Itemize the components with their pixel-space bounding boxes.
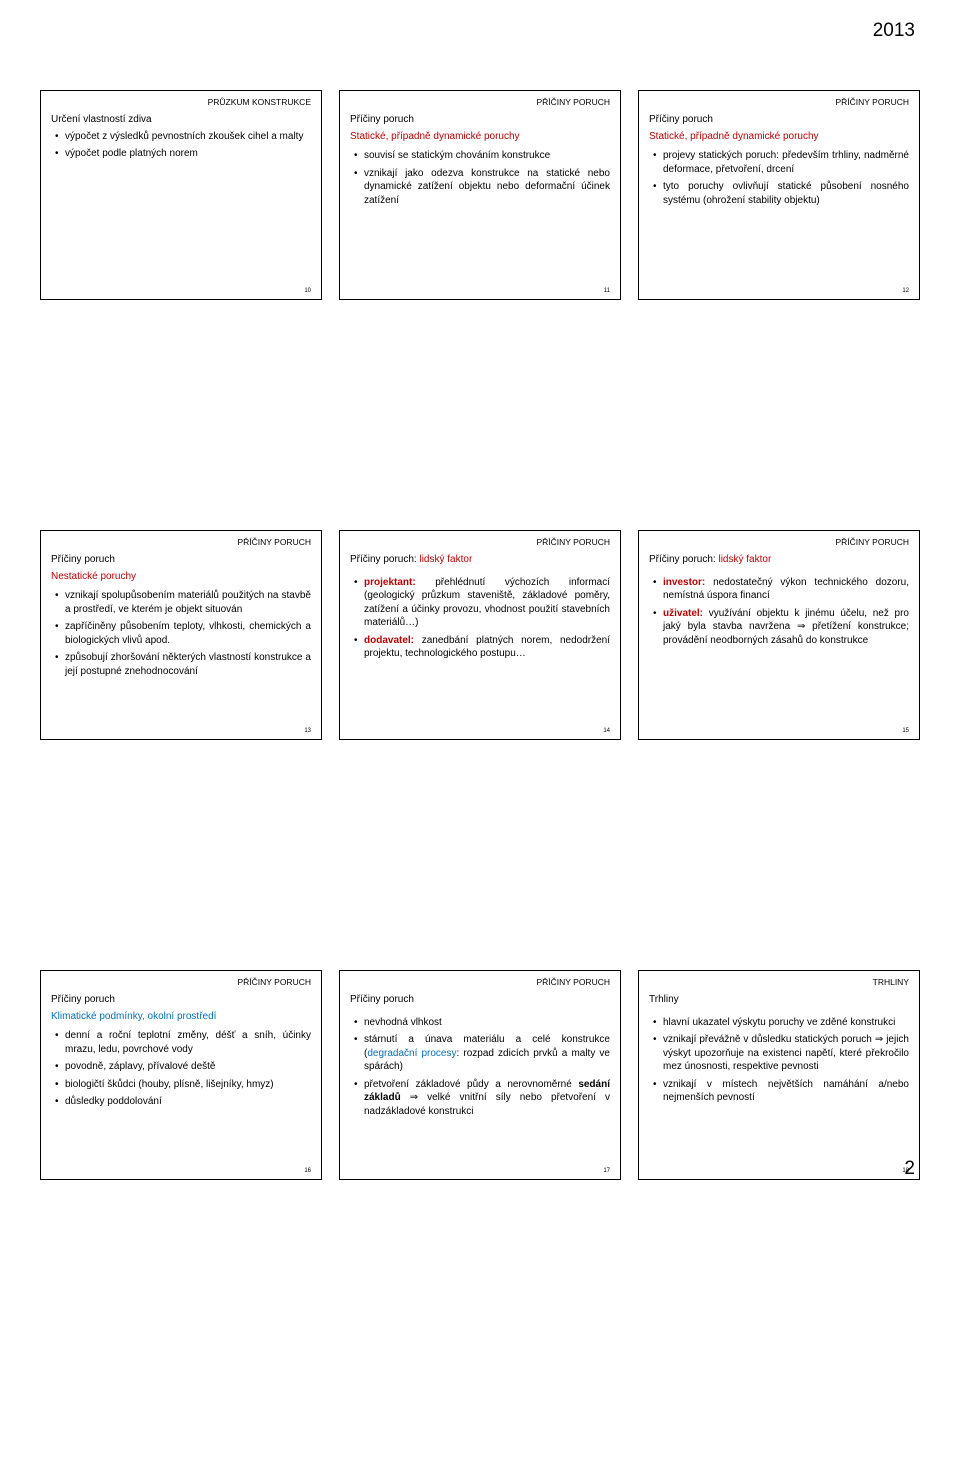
slide-10: PRŮZKUM KONSTRUKCE Určení vlastností zdi… <box>40 90 322 300</box>
slide-subtitle: Statické, případně dynamické poruchy <box>350 130 610 144</box>
slide-11: PŘÍČINY PORUCH Příčiny poruch Statické, … <box>339 90 621 300</box>
bullet-list: vznikají spolupůsobením materiálů použit… <box>51 589 311 678</box>
slide-header: PRŮZKUM KONSTRUKCE <box>208 97 311 108</box>
list-item: tyto poruchy ovlivňují statické působení… <box>649 180 909 207</box>
bullet-list: výpočet z výsledků pevnostních zkoušek c… <box>51 130 311 161</box>
slide-17: PŘÍČINY PORUCH Příčiny poruch nevhodná v… <box>339 970 621 1180</box>
list-item: vznikají spolupůsobením materiálů použit… <box>51 589 311 616</box>
slide-number: 17 <box>603 1167 610 1175</box>
bullet-list: denní a roční teplotní změny, déšť a sní… <box>51 1029 311 1109</box>
bullet-list: projevy statických poruch: především trh… <box>649 149 909 207</box>
arrow-icon: ⇒ <box>875 1034 883 1045</box>
slide-title: Příčiny poruch <box>51 993 311 1007</box>
slide-number: 14 <box>603 727 610 735</box>
slide-14: PŘÍČINY PORUCH Příčiny poruch: lidský fa… <box>339 530 621 740</box>
list-item: zapříčiněny působením teploty, vlhkosti,… <box>51 620 311 647</box>
slide-title: Příčiny poruch <box>649 113 909 127</box>
title-red-part: lidský faktor <box>718 554 771 565</box>
list-item: přetvoření základové půdy a nerovnoměrné… <box>350 1078 610 1119</box>
bold-term: uživatel: <box>663 608 703 619</box>
slide-title: Příčiny poruch <box>350 113 610 127</box>
bold-term: investor: <box>663 577 705 588</box>
slide-number: 15 <box>902 727 909 735</box>
bullet-list: projektant: přehlédnutí výchozích inform… <box>350 576 610 661</box>
bullet-list: investor: nedostatečný výkon technického… <box>649 576 909 648</box>
list-item: vznikají jako odezva konstrukce na stati… <box>350 167 610 208</box>
list-item: stárnutí a únava materiálu a celé konstr… <box>350 1033 610 1074</box>
bold-term: dodavatel: <box>364 635 414 646</box>
slide-number: 12 <box>902 287 909 295</box>
list-item: výpočet podle platných norem <box>51 147 311 161</box>
list-item: vznikají převážně v důsledku statických … <box>649 1033 909 1074</box>
list-item: nevhodná vlhkost <box>350 1016 610 1030</box>
list-item: vznikají v místech největších namáhání a… <box>649 1078 909 1105</box>
slide-title: Příčiny poruch: lidský faktor <box>350 553 610 567</box>
slide-header: PŘÍČINY PORUCH <box>237 537 311 548</box>
list-item: výpočet z výsledků pevnostních zkoušek c… <box>51 130 311 144</box>
slide-header: PŘÍČINY PORUCH <box>536 97 610 108</box>
slide-title: Trhliny <box>649 993 909 1007</box>
slide-row-3: PŘÍČINY PORUCH Příčiny poruch Klimatické… <box>40 970 920 1180</box>
list-item: projektant: přehlédnutí výchozích inform… <box>350 576 610 630</box>
slide-16: PŘÍČINY PORUCH Příčiny poruch Klimatické… <box>40 970 322 1180</box>
list-item: investor: nedostatečný výkon technického… <box>649 576 909 603</box>
slide-number: 16 <box>304 1167 311 1175</box>
bullet-list: nevhodná vlhkost stárnutí a únava materi… <box>350 1016 610 1119</box>
item-text-b: velké vnitřní síly nebo přetvoření v nad… <box>364 1092 610 1117</box>
slide-header: PŘÍČINY PORUCH <box>835 537 909 548</box>
slide-header: PŘÍČINY PORUCH <box>536 537 610 548</box>
list-item: způsobují zhoršování některých vlastnost… <box>51 651 311 678</box>
list-item: souvisí se statickým chováním konstrukce <box>350 149 610 163</box>
slide-title: Příčiny poruch <box>350 993 610 1007</box>
slide-number: 18 <box>902 1167 909 1175</box>
slide-number: 13 <box>304 727 311 735</box>
bullet-list: souvisí se statickým chováním konstrukce… <box>350 149 610 207</box>
year-label: 2013 <box>873 20 915 42</box>
title-prefix: Příčiny poruch: <box>649 554 718 565</box>
slide-number: 11 <box>604 287 610 295</box>
title-prefix: Příčiny poruch: <box>350 554 419 565</box>
slide-subtitle: Statické, případně dynamické poruchy <box>649 130 909 144</box>
item-text-a: vznikají převážně v důsledku statických … <box>663 1034 875 1045</box>
list-item: důsledky poddolování <box>51 1095 311 1109</box>
list-item: dodavatel: zanedbání platných norem, ned… <box>350 634 610 661</box>
slide-18: TRHLINY Trhliny hlavní ukazatel výskytu … <box>638 970 920 1180</box>
slide-header: PŘÍČINY PORUCH <box>835 97 909 108</box>
slide-title: Příčiny poruch: lidský faktor <box>649 553 909 567</box>
slide-15: PŘÍČINY PORUCH Příčiny poruch: lidský fa… <box>638 530 920 740</box>
slide-13: PŘÍČINY PORUCH Příčiny poruch Nestatické… <box>40 530 322 740</box>
list-item: uživatel: využívání objektu k jinému úče… <box>649 607 909 648</box>
slide-subtitle: Klimatické podmínky, okolní prostředí <box>51 1010 311 1024</box>
slide-header: PŘÍČINY PORUCH <box>536 977 610 988</box>
slide-12: PŘÍČINY PORUCH Příčiny poruch Statické, … <box>638 90 920 300</box>
bold-term: projektant: <box>364 577 416 588</box>
arrow-icon: ⇒ <box>410 1092 418 1103</box>
blue-term: degradační procesy <box>367 1048 456 1059</box>
slide-row-1: PRŮZKUM KONSTRUKCE Určení vlastností zdi… <box>40 90 920 300</box>
item-text-a: přetvoření základové půdy a nerovnoměrné <box>364 1079 578 1090</box>
slide-title: Určení vlastností zdiva <box>51 113 311 127</box>
slide-subtitle: Nestatické poruchy <box>51 570 311 584</box>
slide-title: Příčiny poruch <box>51 553 311 567</box>
slide-header: PŘÍČINY PORUCH <box>237 977 311 988</box>
list-item: hlavní ukazatel výskytu poruchy ve zděné… <box>649 1016 909 1030</box>
slide-header: TRHLINY <box>873 977 909 988</box>
list-item: biologičtí škůdci (houby, plísně, lišejn… <box>51 1078 311 1092</box>
bullet-list: hlavní ukazatel výskytu poruchy ve zděné… <box>649 1016 909 1105</box>
list-item: denní a roční teplotní změny, déšť a sní… <box>51 1029 311 1056</box>
slides-container: PRŮZKUM KONSTRUKCE Určení vlastností zdi… <box>40 90 920 1180</box>
slide-row-2: PŘÍČINY PORUCH Příčiny poruch Nestatické… <box>40 530 920 740</box>
title-red-part: lidský faktor <box>419 554 472 565</box>
list-item: povodně, záplavy, přívalové deště <box>51 1060 311 1074</box>
slide-number: 10 <box>304 287 311 295</box>
list-item: projevy statických poruch: především trh… <box>649 149 909 176</box>
